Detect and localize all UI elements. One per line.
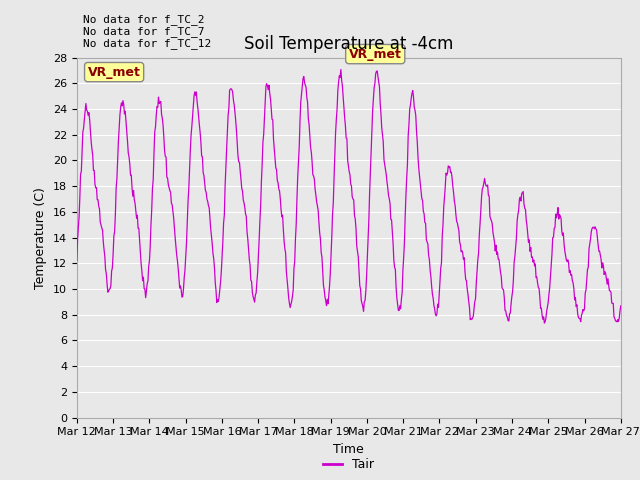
Text: VR_met: VR_met bbox=[88, 66, 141, 79]
Text: No data for f_TC_12: No data for f_TC_12 bbox=[83, 37, 211, 48]
Legend: Tair: Tair bbox=[319, 453, 379, 476]
Y-axis label: Temperature (C): Temperature (C) bbox=[35, 187, 47, 288]
Text: No data for f_TC_2: No data for f_TC_2 bbox=[83, 13, 205, 24]
Text: VR_met: VR_met bbox=[349, 48, 402, 60]
X-axis label: Time: Time bbox=[333, 443, 364, 456]
Text: No data for f_TC_7: No data for f_TC_7 bbox=[83, 25, 205, 36]
Title: Soil Temperature at -4cm: Soil Temperature at -4cm bbox=[244, 35, 454, 53]
